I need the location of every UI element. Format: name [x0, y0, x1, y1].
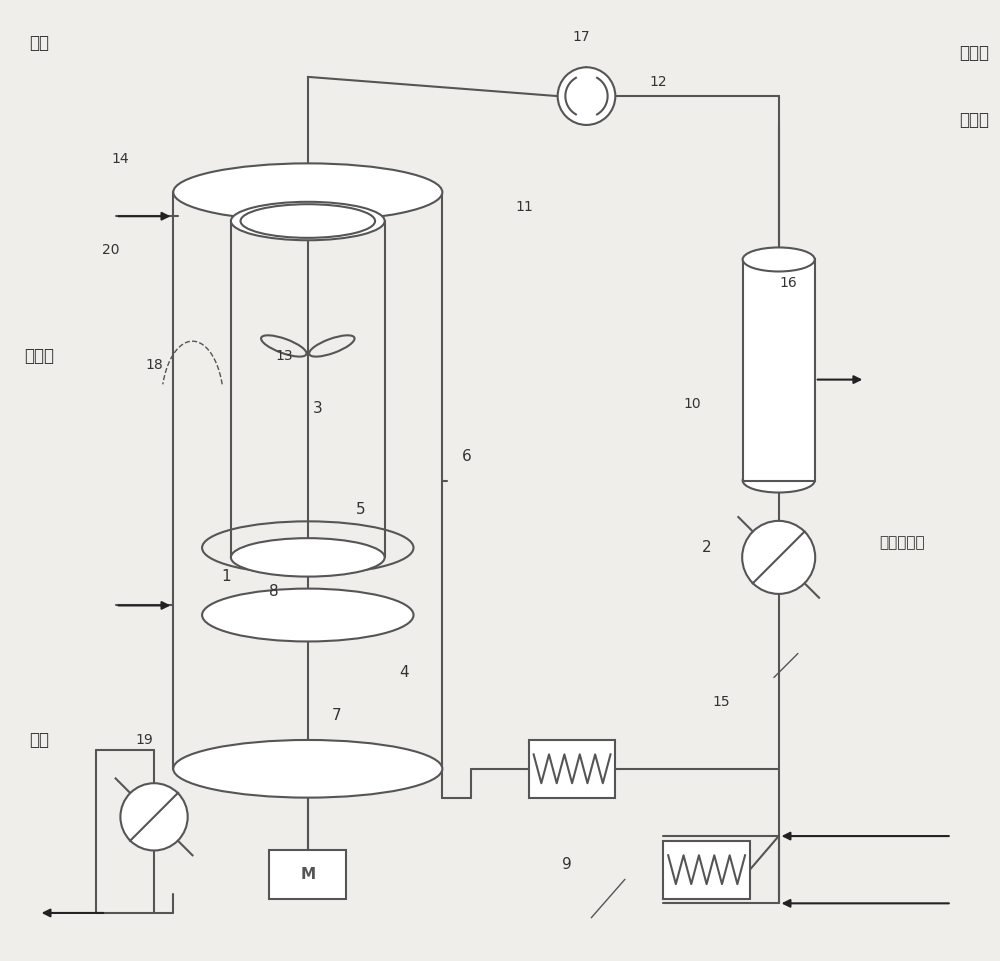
Ellipse shape — [173, 740, 442, 798]
FancyBboxPatch shape — [663, 841, 750, 899]
Text: M: M — [300, 867, 315, 882]
FancyBboxPatch shape — [269, 850, 346, 899]
Ellipse shape — [202, 588, 414, 642]
Ellipse shape — [743, 247, 815, 271]
Ellipse shape — [241, 204, 375, 237]
Text: 11: 11 — [515, 200, 533, 213]
Text: 18: 18 — [145, 358, 163, 372]
Circle shape — [558, 67, 615, 125]
Ellipse shape — [231, 202, 385, 240]
Text: 叔丁醇: 叔丁醇 — [959, 111, 989, 129]
Text: 15: 15 — [712, 695, 730, 708]
Text: 16: 16 — [779, 277, 797, 290]
Ellipse shape — [231, 538, 385, 577]
Text: 19: 19 — [136, 733, 153, 747]
Text: 14: 14 — [112, 152, 129, 165]
Text: 6: 6 — [461, 449, 471, 464]
Text: 7: 7 — [332, 708, 341, 724]
Text: 废气: 废气 — [29, 35, 49, 52]
Text: 2: 2 — [702, 540, 711, 555]
Text: 9: 9 — [562, 857, 572, 873]
Text: 8: 8 — [269, 583, 279, 599]
Text: 5: 5 — [356, 502, 365, 517]
Circle shape — [742, 521, 815, 594]
Text: 1: 1 — [221, 569, 231, 584]
Ellipse shape — [173, 163, 442, 221]
Text: 双氧水: 双氧水 — [24, 347, 54, 364]
FancyBboxPatch shape — [529, 740, 615, 798]
Text: 3: 3 — [313, 401, 322, 416]
Text: 20: 20 — [102, 243, 120, 257]
Text: 10: 10 — [683, 397, 701, 410]
Text: 环己酮: 环己酮 — [959, 44, 989, 62]
FancyBboxPatch shape — [743, 259, 815, 480]
Ellipse shape — [743, 468, 815, 492]
Text: 13: 13 — [275, 349, 293, 362]
Circle shape — [120, 783, 188, 850]
Text: 气氨: 气氨 — [29, 731, 49, 749]
Text: 17: 17 — [573, 30, 590, 43]
Text: 4: 4 — [399, 665, 409, 680]
Text: 反应产物罐: 反应产物罐 — [880, 535, 925, 551]
Text: 12: 12 — [650, 75, 667, 88]
